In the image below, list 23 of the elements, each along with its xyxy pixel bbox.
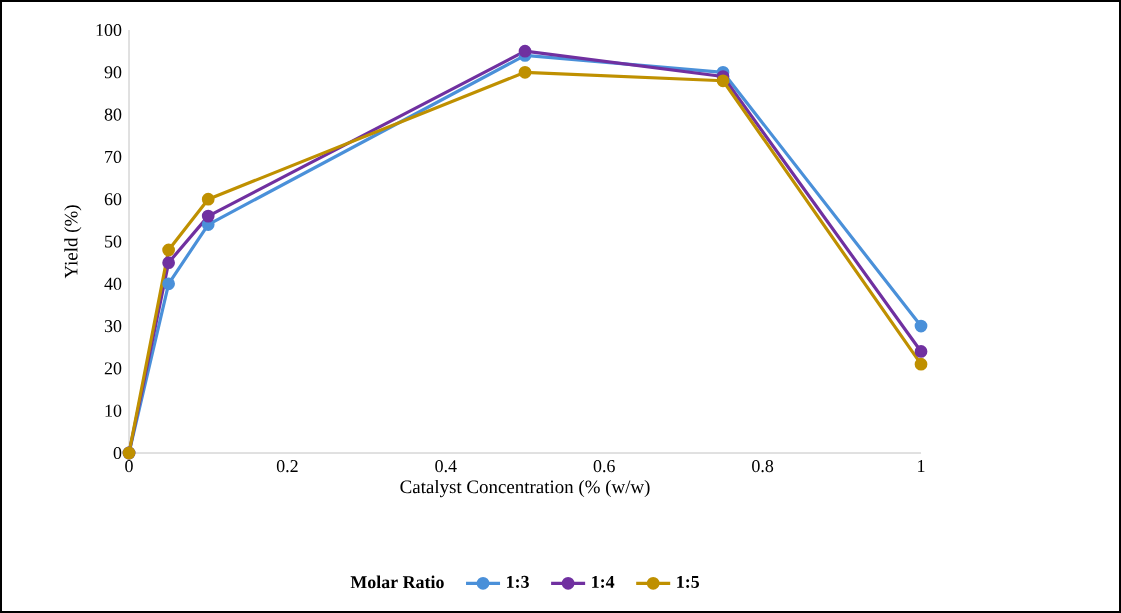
y-tick-label: 80 [104, 108, 122, 121]
y-tick-label: 60 [104, 193, 122, 206]
y-tick-label: 10 [105, 404, 122, 417]
y-tick-label: 100 [96, 23, 122, 37]
legend-label: 1:3 [507, 575, 529, 588]
y-tick-label: 20 [104, 362, 122, 375]
x-tick-label: 1 [918, 460, 925, 472]
x-tick-label: 0.8 [752, 460, 774, 473]
legend-label: 1:4 [592, 575, 615, 588]
legend-label: 1:5 [677, 575, 700, 588]
y-axis-title: Yield (%) [64, 205, 82, 279]
legend-title: Molar Ratio [350, 575, 444, 589]
y-tick-label: 30 [104, 320, 122, 333]
y-tick-label: 50 [105, 235, 122, 248]
y-tick-label: 90 [104, 66, 122, 79]
x-tick-label: 0.2 [276, 460, 298, 473]
x-tick-label: 0.4 [435, 460, 457, 473]
y-tick-label: 0 [113, 446, 122, 460]
y-tick-label: 70 [105, 150, 122, 163]
x-tick-label: 0 [125, 460, 133, 473]
x-tick-label: 0.6 [593, 460, 615, 473]
x-axis-title: Catalyst Concentration (% (w/w) [400, 479, 650, 498]
y-tick-label: 40 [104, 277, 122, 290]
